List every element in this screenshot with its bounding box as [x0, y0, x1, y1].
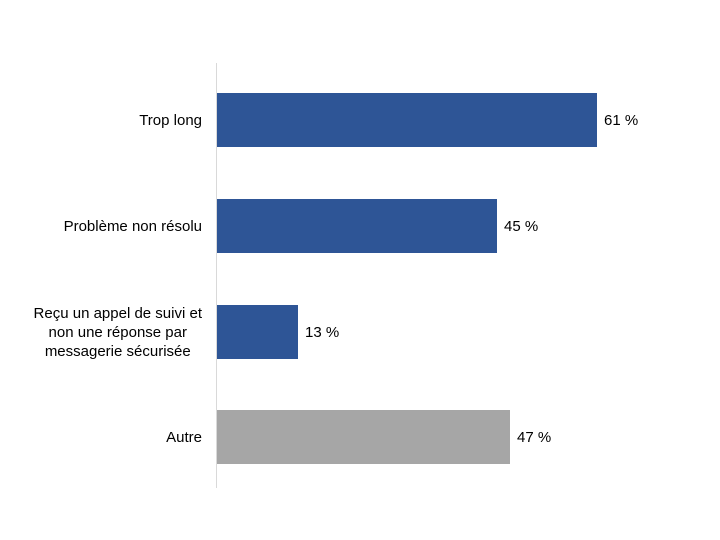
category-label-text: Problème non résolu: [63, 217, 202, 235]
category-label: Trop long: [0, 93, 202, 147]
category-axis-line: [215, 63, 217, 488]
bar: [217, 410, 510, 464]
bar: [217, 93, 597, 147]
category-label: Autre: [0, 410, 202, 464]
value-label: 45 %: [504, 217, 539, 235]
category-label: Problème non résolu: [0, 199, 202, 253]
category-label-text: Autre: [166, 428, 202, 446]
category-label: Reçu un appel de suivi et non une répons…: [0, 304, 202, 360]
category-label-text: Reçu un appel de suivi et non une répons…: [33, 304, 202, 360]
value-label: 47 %: [517, 428, 552, 446]
value-label: 61 %: [604, 111, 639, 129]
category-label-text: Trop long: [139, 111, 202, 129]
bar: [217, 199, 497, 253]
value-label: 13 %: [305, 323, 340, 341]
bar: [217, 305, 298, 359]
